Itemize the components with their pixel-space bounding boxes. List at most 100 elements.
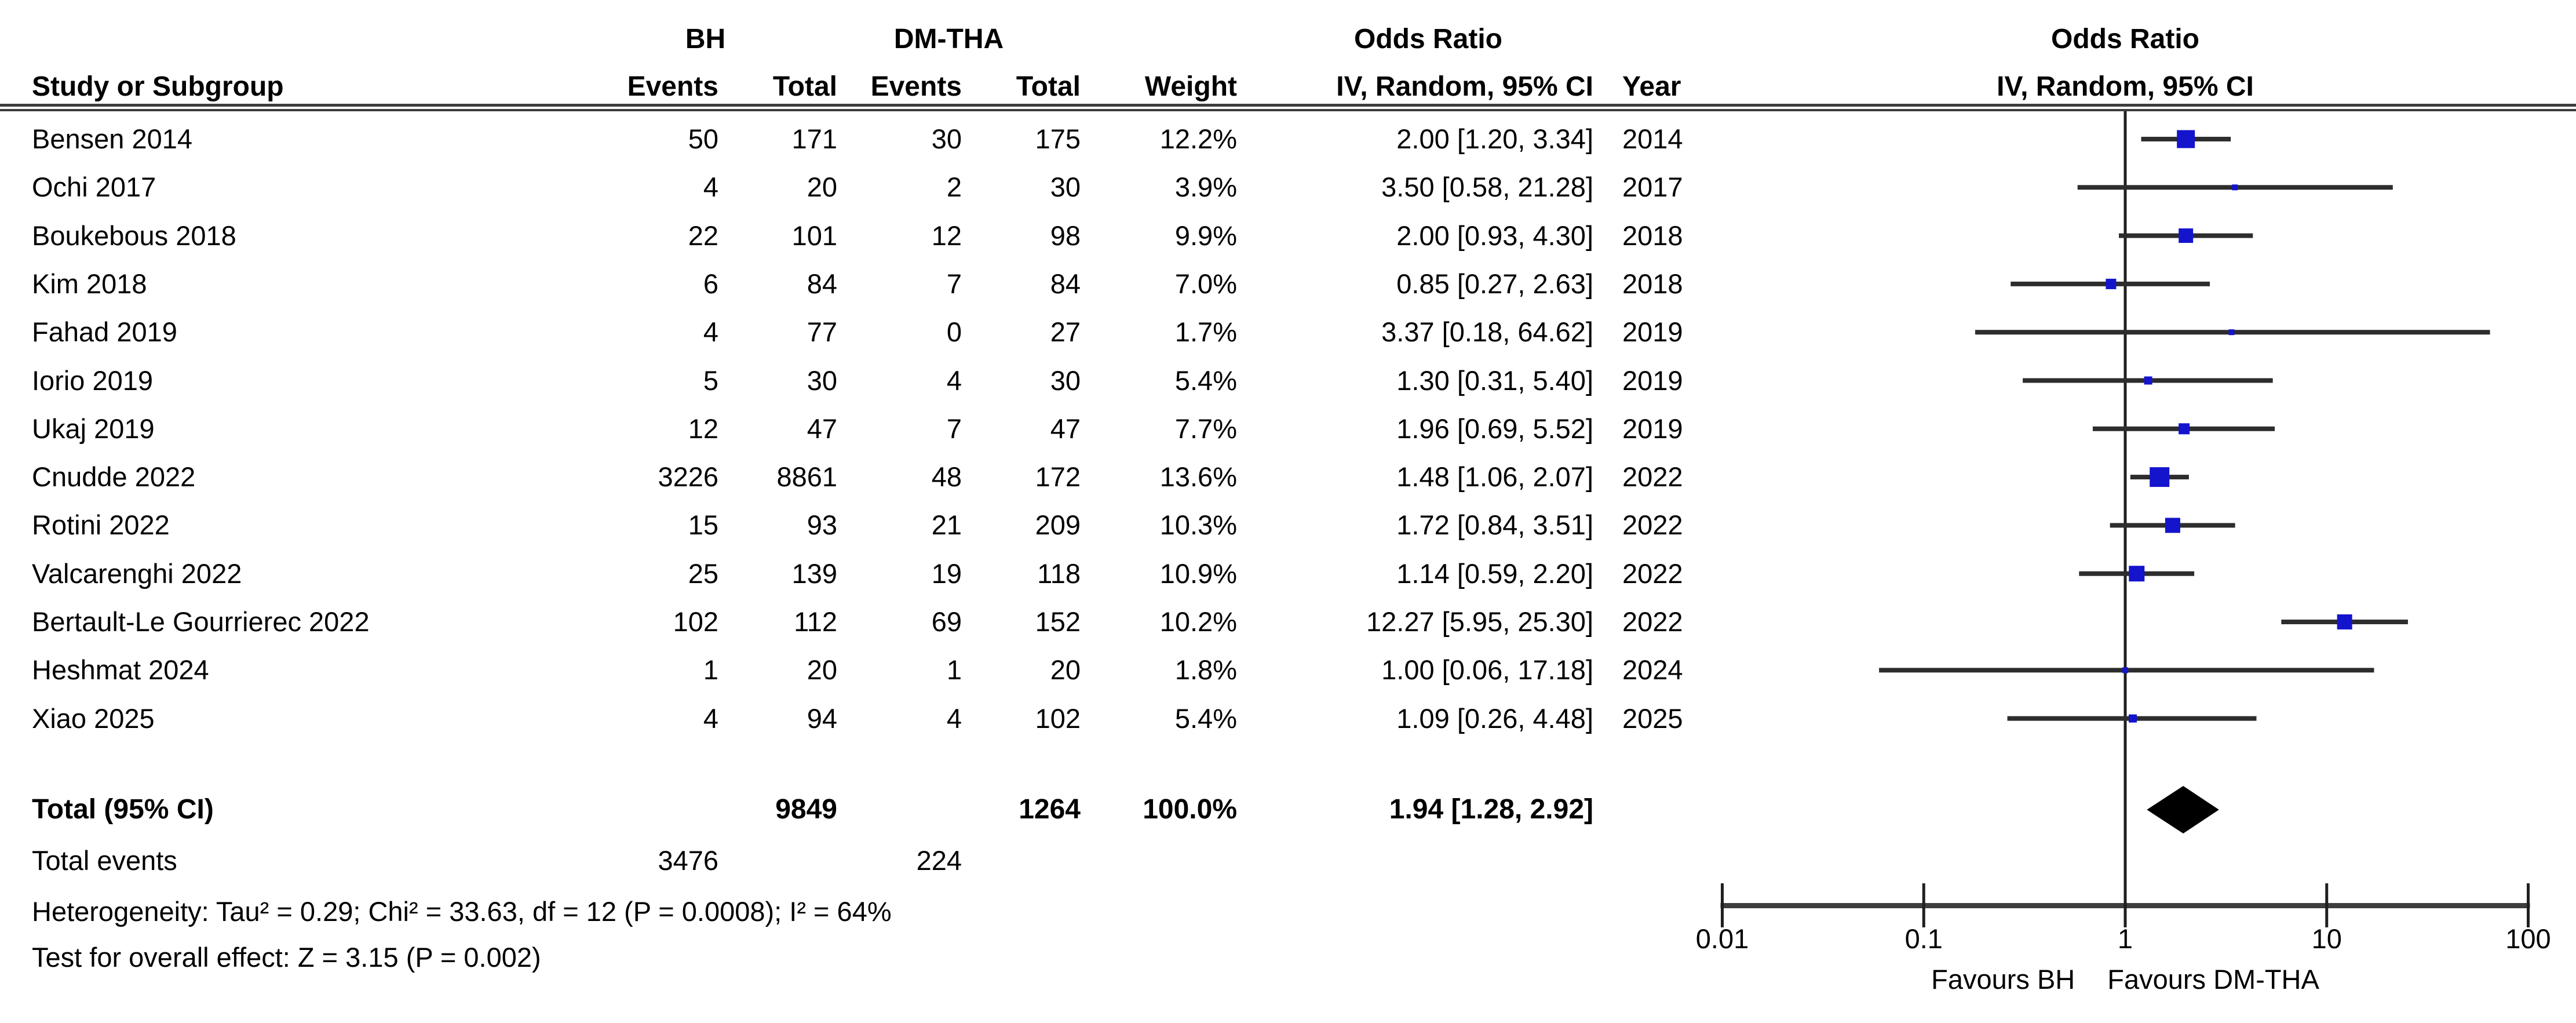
x-axis-tick [2527, 883, 2530, 927]
or-ci-value: 1.96 [0.69, 5.52] [1396, 413, 1593, 444]
axis-tick-label: 100 [2505, 923, 2551, 954]
or-column-title: Odds Ratio [1353, 24, 1502, 54]
bh-events: 22 [688, 220, 718, 251]
study-name: Bertault-Le Gourrierec 2022 [32, 606, 370, 637]
or-marker [2165, 518, 2180, 533]
year-value: 2018 [1622, 268, 1683, 299]
total-dm-n: 1264 [1019, 794, 1081, 825]
header-year: Year [1622, 71, 1681, 102]
dm-events: 7 [946, 413, 962, 444]
total-events-bh: 3476 [658, 845, 718, 876]
total-bh-n: 9849 [775, 794, 837, 825]
bh-events: 25 [688, 558, 718, 589]
weight-value: 9.9% [1174, 220, 1237, 251]
axis-tick-label: 0.01 [1695, 923, 1749, 954]
bh-total: 112 [794, 606, 837, 637]
axis-tick-label: 0.1 [1904, 923, 1943, 954]
or-ci-value: 2.00 [1.20, 3.34] [1396, 123, 1593, 154]
dm-total: 98 [1050, 220, 1081, 251]
col-group-dmtha: DM-THA [893, 24, 1004, 54]
dm-events: 21 [931, 509, 962, 540]
study-name: Fahad 2019 [32, 316, 177, 347]
or-ci-value: 1.14 [0.59, 2.20] [1396, 558, 1593, 589]
or-marker [2122, 667, 2128, 673]
bh-total: 84 [807, 268, 837, 299]
favours-left-label: Favours BH [1931, 964, 2075, 995]
study-name: Boukebous 2018 [32, 220, 236, 251]
bh-total: 139 [791, 558, 837, 589]
bh-events: 12 [688, 413, 718, 444]
weight-value: 10.9% [1159, 558, 1237, 589]
study-name: Iorio 2019 [32, 365, 154, 396]
weight-value: 10.2% [1159, 606, 1237, 637]
weight-value: 7.0% [1174, 268, 1237, 299]
total-weight: 100.0% [1143, 794, 1237, 825]
header-bh-total: Total [772, 71, 837, 102]
bh-total: 20 [807, 654, 837, 685]
dm-total: 47 [1050, 413, 1081, 444]
bh-total: 8861 [776, 461, 837, 492]
weight-value: 1.8% [1174, 654, 1237, 685]
dm-events: 30 [931, 123, 962, 154]
dm-total: 152 [1035, 606, 1081, 637]
bh-events: 50 [688, 123, 718, 154]
or-marker [2179, 423, 2190, 435]
study-name: Rotini 2022 [32, 509, 170, 540]
axis-tick-label: 10 [2311, 923, 2342, 954]
dm-events: 0 [946, 316, 962, 347]
dm-total: 30 [1050, 172, 1081, 202]
study-name: Valcarenghi 2022 [32, 558, 242, 589]
header-separator-line [0, 104, 2576, 107]
year-value: 2019 [1622, 365, 1683, 396]
year-value: 2022 [1622, 509, 1683, 540]
or-marker [2106, 278, 2117, 289]
weight-value: 1.7% [1174, 316, 1237, 347]
dm-events: 48 [931, 461, 962, 492]
header-dm-total: Total [1016, 71, 1081, 102]
bh-total: 30 [807, 365, 837, 396]
overall-effect-test: Test for overall effect: Z = 3.15 (P = 0… [32, 942, 541, 973]
or-ci-value: 0.85 [0.27, 2.63] [1396, 268, 1593, 299]
dm-total: 175 [1035, 123, 1081, 154]
or-marker [2144, 376, 2152, 385]
plot-method-title: IV, Random, 95% CI [1997, 71, 2254, 102]
col-group-bh: BH [685, 24, 726, 54]
x-axis-tick [2325, 883, 2329, 927]
bh-events: 6 [703, 268, 718, 299]
year-value: 2019 [1622, 413, 1683, 444]
total-events-label: Total events [32, 845, 177, 876]
favours-labels: Favours BH Favours DM-THA [1722, 955, 2528, 1004]
year-value: 2014 [1622, 123, 1683, 154]
or-ci-value: 2.00 [0.93, 4.30] [1396, 220, 1593, 251]
year-value: 2017 [1622, 172, 1683, 202]
dm-events: 69 [931, 606, 962, 637]
header-method: IV, Random, 95% CI [1336, 71, 1593, 102]
weight-value: 12.2% [1159, 123, 1237, 154]
year-value: 2025 [1622, 703, 1683, 734]
bh-total: 20 [807, 172, 837, 202]
or-ci-value: 1.48 [1.06, 2.07] [1396, 461, 1593, 492]
or-ci-value: 1.00 [0.06, 17.18] [1381, 654, 1593, 685]
x-axis-tick [2123, 883, 2127, 927]
weight-value: 5.4% [1174, 703, 1237, 734]
total-diamond [2147, 786, 2219, 833]
dm-total: 209 [1035, 509, 1081, 540]
dm-events: 7 [946, 268, 962, 299]
year-value: 2019 [1622, 316, 1683, 347]
study-name: Bensen 2014 [32, 123, 193, 154]
bh-events: 4 [703, 703, 718, 734]
header-weight: Weight [1144, 71, 1237, 102]
bh-total: 77 [807, 316, 837, 347]
bh-total: 47 [807, 413, 837, 444]
bh-total: 171 [791, 123, 837, 154]
no-effect-line [2123, 111, 2127, 905]
year-value: 2022 [1622, 558, 1683, 589]
or-ci-value: 3.50 [0.58, 21.28] [1381, 172, 1593, 202]
study-name: Cnudde 2022 [32, 461, 196, 492]
header-study-col: Study or Subgroup [32, 71, 284, 102]
dm-total: 102 [1035, 703, 1081, 734]
study-name: Heshmat 2024 [32, 654, 209, 685]
dm-total: 118 [1037, 558, 1081, 589]
